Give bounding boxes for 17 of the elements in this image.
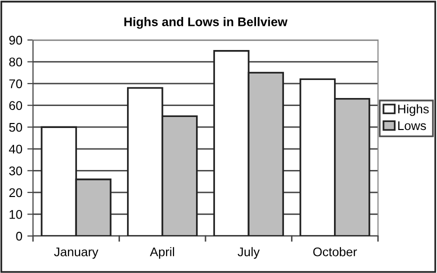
y-tick-label: 80 — [9, 58, 22, 66]
x-tick-label: October — [313, 247, 357, 256]
y-tick-label: 70 — [9, 79, 22, 88]
y-tick-label: 30 — [9, 166, 22, 176]
legend-label: Highs — [398, 104, 429, 116]
y-tick-label: 50 — [9, 122, 22, 132]
y-tick-label: 60 — [9, 101, 22, 110]
x-tick-label: January — [54, 248, 98, 259]
chart-title: Highs and Lows in Bellview — [124, 17, 288, 29]
y-tick-label: 40 — [8, 144, 22, 154]
legend-label: Lows — [398, 121, 426, 130]
x-tick-label: July — [238, 247, 260, 259]
y-tick-label: 10 — [10, 210, 22, 219]
y-tick-label: 90 — [9, 36, 22, 45]
y-tick-label: 0 — [16, 232, 22, 241]
y-tick-label: 20 — [9, 188, 22, 198]
x-tick-label: April — [150, 247, 174, 259]
